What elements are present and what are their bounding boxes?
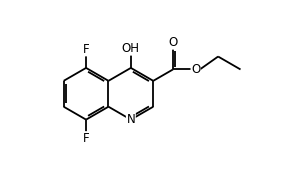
Text: F: F bbox=[83, 132, 89, 145]
Text: O: O bbox=[191, 63, 200, 76]
Text: N: N bbox=[126, 113, 135, 126]
Text: F: F bbox=[83, 43, 89, 56]
Text: OH: OH bbox=[122, 42, 140, 55]
Text: O: O bbox=[168, 36, 178, 49]
